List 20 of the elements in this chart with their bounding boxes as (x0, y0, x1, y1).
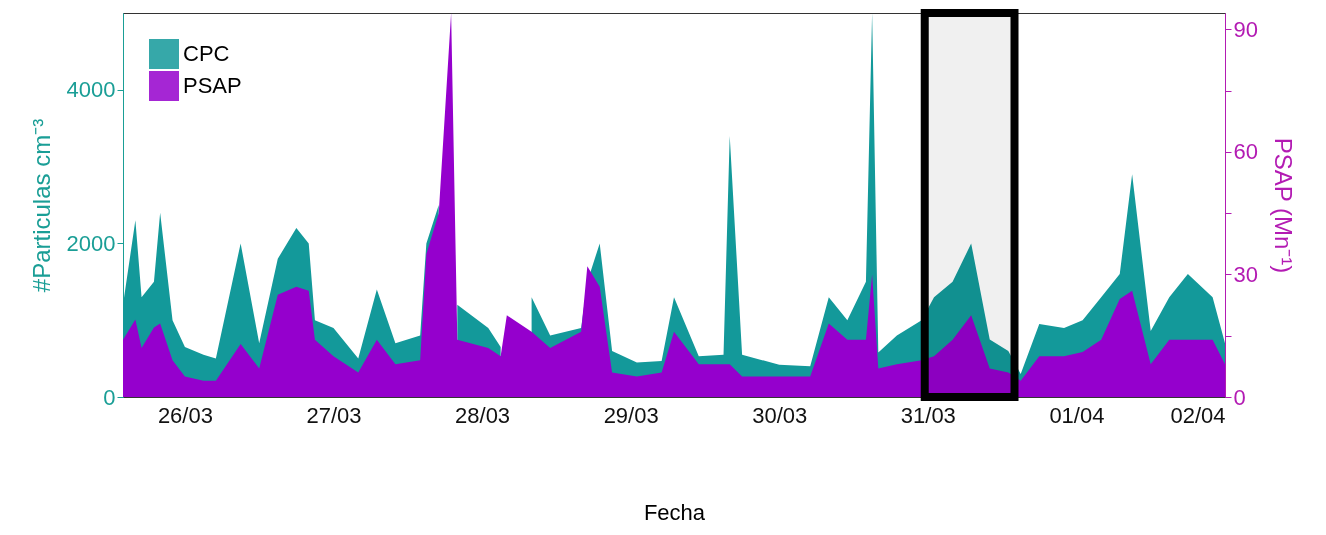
y-tick-label: 4000 (66, 77, 116, 103)
legend-label: CPC (183, 41, 230, 66)
y2-tick-label: 0 (1233, 384, 1246, 410)
y-tick-label: 2000 (66, 230, 116, 256)
y2-tick-label: 30 (1233, 261, 1258, 287)
x-tick-label: 28/03 (455, 402, 511, 428)
y-tick-label: 0 (103, 384, 116, 410)
legend-label: PSAP (183, 73, 242, 98)
x-tick-label: 27/03 (306, 402, 362, 428)
y-axis-title: #Particulas cm⁻³ (27, 118, 55, 293)
y2-tick-label: 60 (1233, 139, 1258, 165)
x-axis-title: Fecha (643, 499, 706, 525)
x-tick-label: 30/03 (752, 402, 808, 428)
x-tick-label: 31/03 (900, 402, 956, 428)
x-tick-label: 26/03 (157, 402, 213, 428)
x-tick-label: 02/04 (1170, 402, 1226, 428)
y2-axis-title: PSAP (Mn⁻¹) (1269, 137, 1297, 274)
x-tick-label: 29/03 (603, 402, 659, 428)
y2-tick-label: 90 (1233, 16, 1258, 42)
x-tick-label: 01/04 (1049, 402, 1105, 428)
